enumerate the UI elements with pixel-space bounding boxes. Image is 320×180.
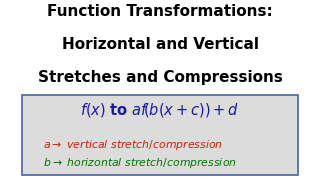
FancyBboxPatch shape <box>22 95 298 175</box>
Text: Stretches and Compressions: Stretches and Compressions <box>37 70 283 85</box>
Text: $\it{a} \rightarrow$ $\it{vertical\ stretch/compression}$: $\it{a} \rightarrow$ $\it{vertical\ stre… <box>43 138 223 152</box>
Text: $\it{b} \rightarrow$ $\it{horizontal\ stretch/compression}$: $\it{b} \rightarrow$ $\it{horizontal\ st… <box>43 156 237 170</box>
Text: $\it{f(x)}$ $\mathbf{to}$ $\it{af}\!\left(\it{b}(\it{x}+\it{c})\right)+\it{d}$: $\it{f(x)}$ $\mathbf{to}$ $\it{af}\!\lef… <box>80 101 240 119</box>
Text: Horizontal and Vertical: Horizontal and Vertical <box>61 37 259 52</box>
Text: Function Transformations:: Function Transformations: <box>47 4 273 19</box>
